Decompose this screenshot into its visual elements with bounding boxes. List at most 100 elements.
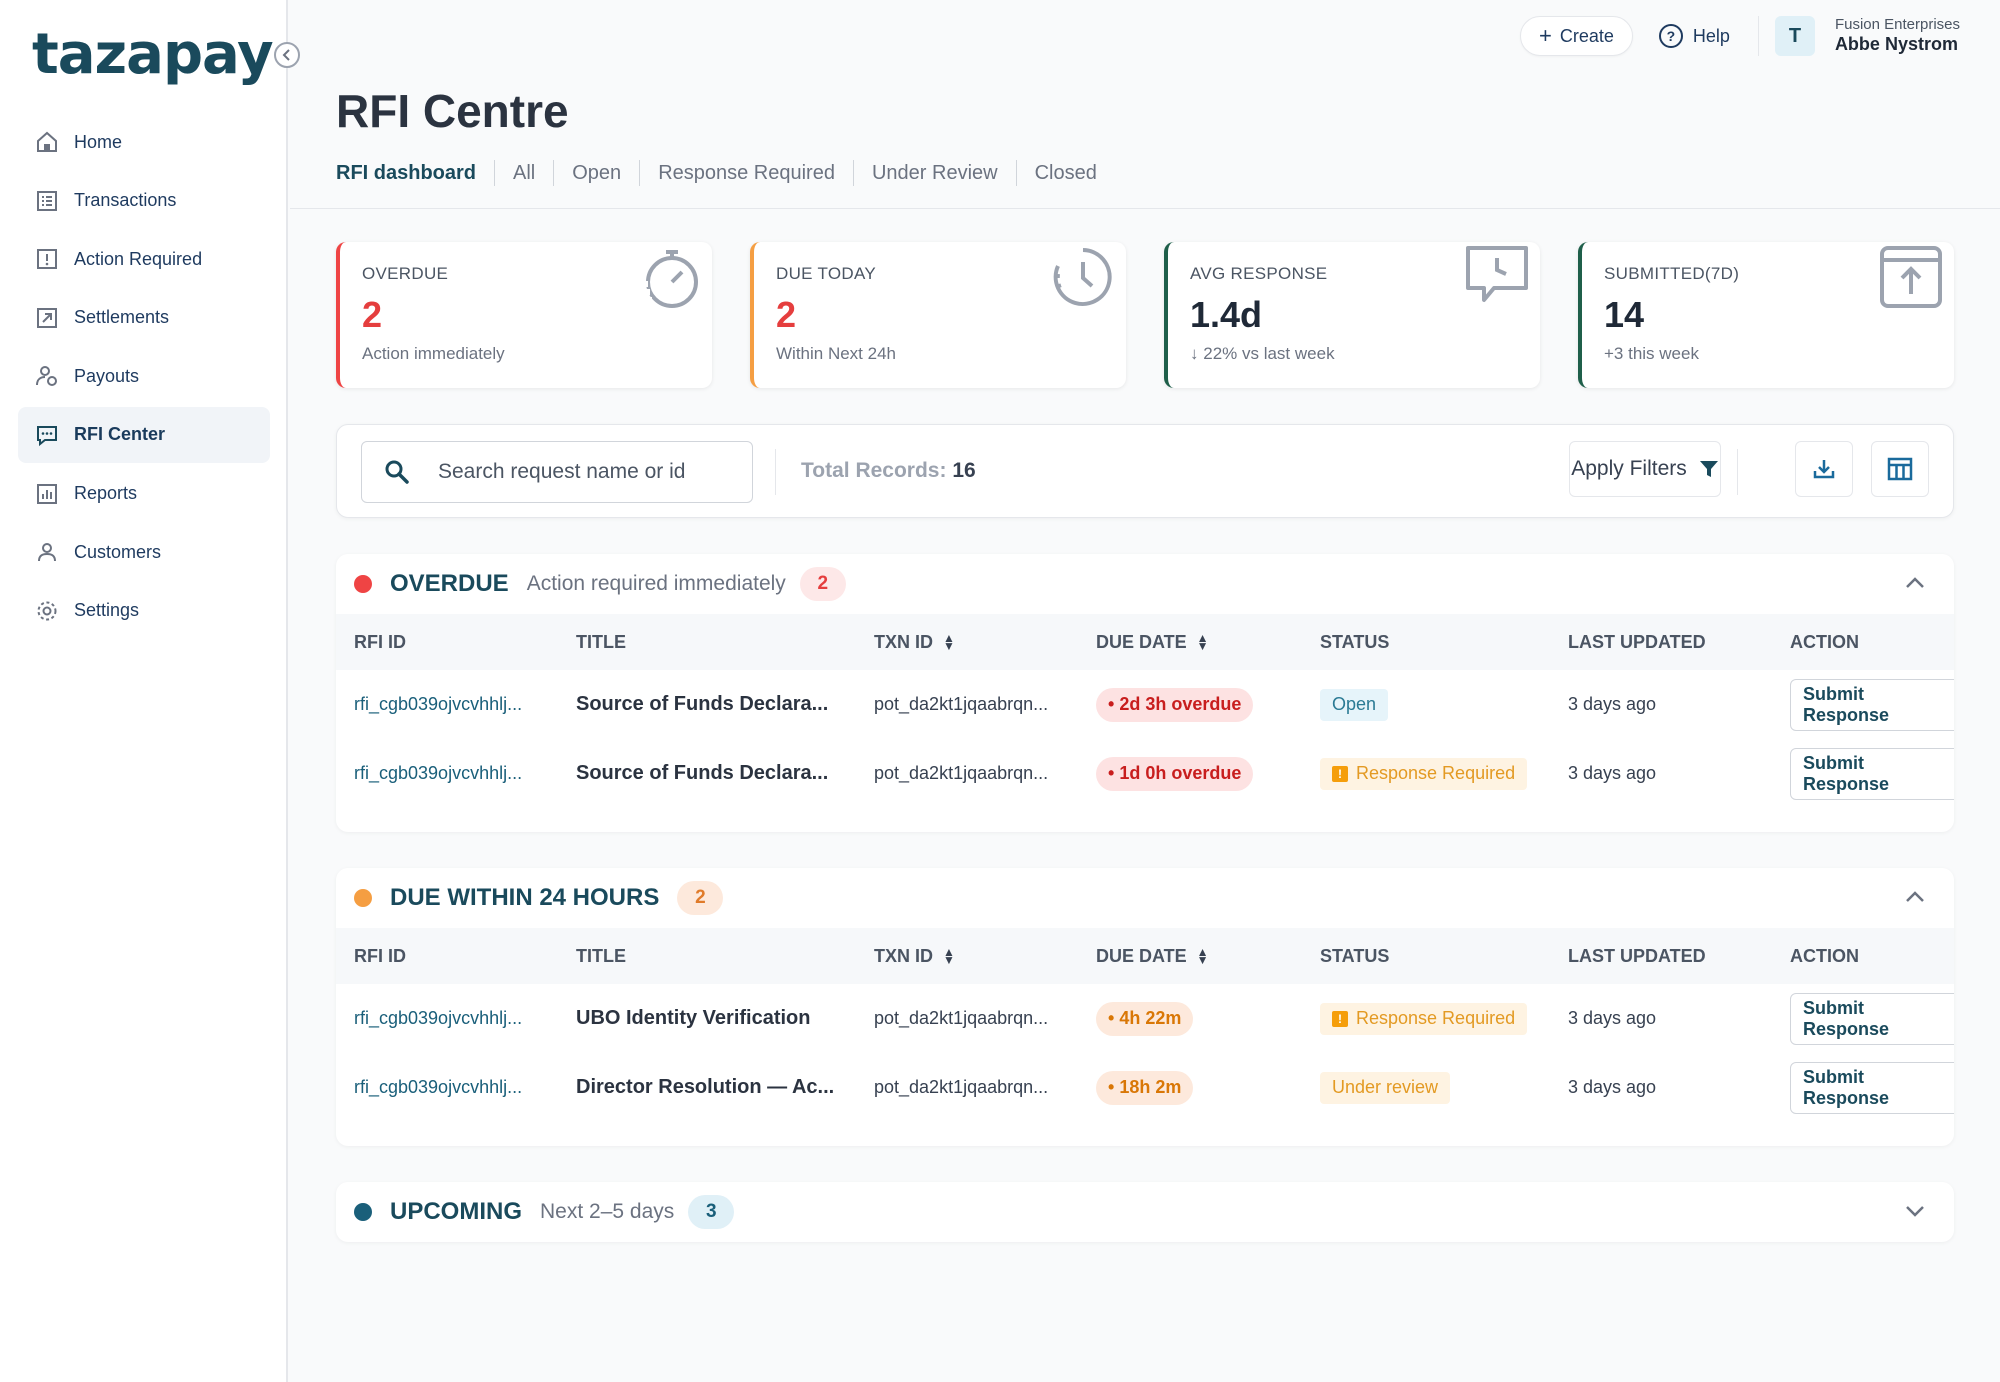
sidebar-item-settlements[interactable]: Settlements <box>18 290 270 346</box>
rfi-id-link[interactable]: rfi_cgb039ojvcvhhlj... <box>354 1008 523 1028</box>
col-txn-id[interactable]: TXN ID ▲ ▼ <box>874 928 955 984</box>
stat-label: AVG RESPONSE <box>1190 264 1328 283</box>
last-updated: 3 days ago <box>1568 1008 1657 1028</box>
chevron-up-icon[interactable] <box>1902 884 1928 910</box>
rfi-id-link[interactable]: rfi_cgb039ojvcvhhlj... <box>354 763 523 783</box>
avatar[interactable]: T <box>1774 16 1815 56</box>
download-button[interactable] <box>1795 441 1853 497</box>
stat-value: 1.4d <box>1190 294 1263 335</box>
tab-open[interactable]: Open <box>553 160 639 186</box>
col-rfi-id: RFI ID <box>354 945 406 966</box>
due-date-cell: • 1d 0h overdue <box>1096 739 1254 808</box>
sidebar-item-customers[interactable]: Customers <box>18 524 270 580</box>
count-badge: 2 <box>677 881 724 915</box>
submit-response-button[interactable]: Submit Response <box>1790 678 1954 731</box>
alert-icon <box>34 246 60 272</box>
sidebar-item-label: Settings <box>74 600 140 621</box>
txn-id: pot_da2kt1jqaabrqn... <box>874 1077 1049 1097</box>
due-text: 4h 22m <box>1119 1008 1182 1028</box>
user-info[interactable]: Fusion Enterprises Abbe Nystrom <box>1835 16 1960 56</box>
status-badge: Under review <box>1320 1071 1451 1104</box>
submit-response-button[interactable]: Submit Response <box>1790 992 1954 1045</box>
stat-value: 14 <box>1604 294 1645 335</box>
stat-label: SUBMITTED(7D) <box>1604 264 1740 283</box>
stat-card-submitted[interactable]: SUBMITTED(7D) 14 +3 this week <box>1578 242 1954 388</box>
warning-icon: ! <box>1332 765 1348 782</box>
submit-response-button[interactable]: Submit Response <box>1790 747 1954 800</box>
col-txn-id[interactable]: TXN ID ▲ ▼ <box>874 614 955 670</box>
section-subtitle: Action required immediately <box>526 572 786 595</box>
chevron-down-icon[interactable] <box>1902 1198 1928 1224</box>
col-txn-id-label: TXN ID <box>874 945 934 966</box>
help-button[interactable]: ? Help <box>1658 24 1730 48</box>
stat-card-avg-response[interactable]: AVG RESPONSE 1.4d ↓ 22% vs last week <box>1164 242 1540 388</box>
sidebar-item-label: Transactions <box>74 190 177 211</box>
rfi-id-link[interactable]: rfi_cgb039ojvcvhhlj... <box>354 694 523 714</box>
due-badge: • 2d 3h overdue <box>1096 687 1254 722</box>
sidebar-item-settings[interactable]: Settings <box>18 583 270 639</box>
rfi-id-link[interactable]: rfi_cgb039ojvcvhhlj... <box>354 1077 523 1097</box>
status-dot <box>354 575 372 593</box>
col-title: TITLE <box>576 945 626 966</box>
table-row[interactable]: rfi_cgb039ojvcvhhlj... Source of Funds D… <box>336 670 1954 739</box>
due-badge: • 4h 22m <box>1096 1001 1194 1036</box>
chat-icon <box>34 422 60 448</box>
section-title: OVERDUE <box>390 570 509 597</box>
status-cell: Under review <box>1320 1053 1451 1122</box>
chat-clock-icon <box>1466 246 1528 302</box>
tab-response-required[interactable]: Response Required <box>639 160 853 186</box>
table-row[interactable]: rfi_cgb039ojvcvhhlj... Director Resoluti… <box>336 1053 1954 1122</box>
plus-icon: + <box>1539 23 1552 48</box>
table-row[interactable]: rfi_cgb039ojvcvhhlj... Source of Funds D… <box>336 739 1954 808</box>
sidebar-item-transactions[interactable]: Transactions <box>18 173 270 229</box>
table-row[interactable]: rfi_cgb039ojvcvhhlj... UBO Identity Veri… <box>336 984 1954 1053</box>
col-due-date-label: DUE DATE <box>1096 945 1187 966</box>
col-due-date[interactable]: DUE DATE ▲ ▼ <box>1096 928 1209 984</box>
create-button[interactable]: + Create <box>1520 16 1633 56</box>
sidebar-item-action-required[interactable]: Action Required <box>18 231 270 287</box>
sort-icon: ▲ ▼ <box>1196 945 1209 967</box>
table-columns-icon <box>1887 457 1913 481</box>
chevron-up-icon[interactable] <box>1902 570 1928 596</box>
arrow-down-icon: ↓ <box>1190 344 1204 363</box>
list-icon <box>34 188 60 214</box>
stat-card-overdue[interactable]: OVERDUE 2 Action immediately <box>336 242 712 388</box>
tab-bar: RFI dashboard All Open Response Required… <box>336 160 1115 186</box>
clock-icon <box>1053 248 1112 306</box>
sidebar-item-home[interactable]: Home <box>18 114 270 170</box>
sidebar-item-rfi-center[interactable]: RFI Center <box>18 406 270 463</box>
header-divider <box>1757 16 1759 56</box>
col-due-date[interactable]: DUE DATE ▲ ▼ <box>1096 614 1209 670</box>
tazapay-logo[interactable]: tazapay <box>32 22 274 87</box>
tab-rfi-dashboard[interactable]: RFI dashboard <box>336 161 477 184</box>
sidebar-item-payouts[interactable]: Payouts <box>18 348 270 404</box>
stat-card-due-today[interactable]: DUE TODAY 2 Within Next 24h <box>750 242 1126 388</box>
search-input[interactable]: Search request name or id <box>361 441 753 503</box>
sidebar-item-reports[interactable]: Reports <box>18 466 270 522</box>
due-text: 18h 2m <box>1119 1077 1182 1097</box>
stat-value: 2 <box>776 294 797 335</box>
col-status: STATUS <box>1320 631 1390 652</box>
last-updated: 3 days ago <box>1568 763 1657 783</box>
columns-button[interactable] <box>1871 441 1929 497</box>
collapse-sidebar-button[interactable] <box>274 42 300 68</box>
due-badge: • 1d 0h overdue <box>1096 756 1254 791</box>
tab-all[interactable]: All <box>494 160 553 186</box>
section-header[interactable]: DUE WITHIN 24 HOURS 2 <box>336 868 1954 928</box>
tab-closed[interactable]: Closed <box>1015 160 1115 186</box>
apply-filters-button[interactable]: Apply Filters <box>1569 441 1721 497</box>
section-overdue: OVERDUE Action required immediately 2 RF… <box>336 554 1954 832</box>
col-action: ACTION <box>1790 945 1859 966</box>
section-header[interactable]: OVERDUE Action required immediately 2 <box>336 554 1954 614</box>
sidebar-item-label: Settlements <box>74 307 170 328</box>
sidebar-item-label: Reports <box>74 483 138 504</box>
filter-toolbar: Search request name or id Total Records:… <box>336 424 1954 518</box>
stat-cards: OVERDUE 2 Action immediately DUE TODAY 2… <box>336 242 1954 388</box>
stat-sub-text: 22% vs last week <box>1203 344 1335 363</box>
rfi-title: Source of Funds Declara... <box>576 693 829 715</box>
submit-response-button[interactable]: Submit Response <box>1790 1061 1954 1114</box>
section-header[interactable]: UPCOMING Next 2–5 days 3 <box>336 1182 1954 1242</box>
stat-sub: ↓ 22% vs last week <box>1190 344 1518 364</box>
tab-under-review[interactable]: Under Review <box>852 160 1016 186</box>
status-text: Response Required <box>1356 1008 1516 1028</box>
